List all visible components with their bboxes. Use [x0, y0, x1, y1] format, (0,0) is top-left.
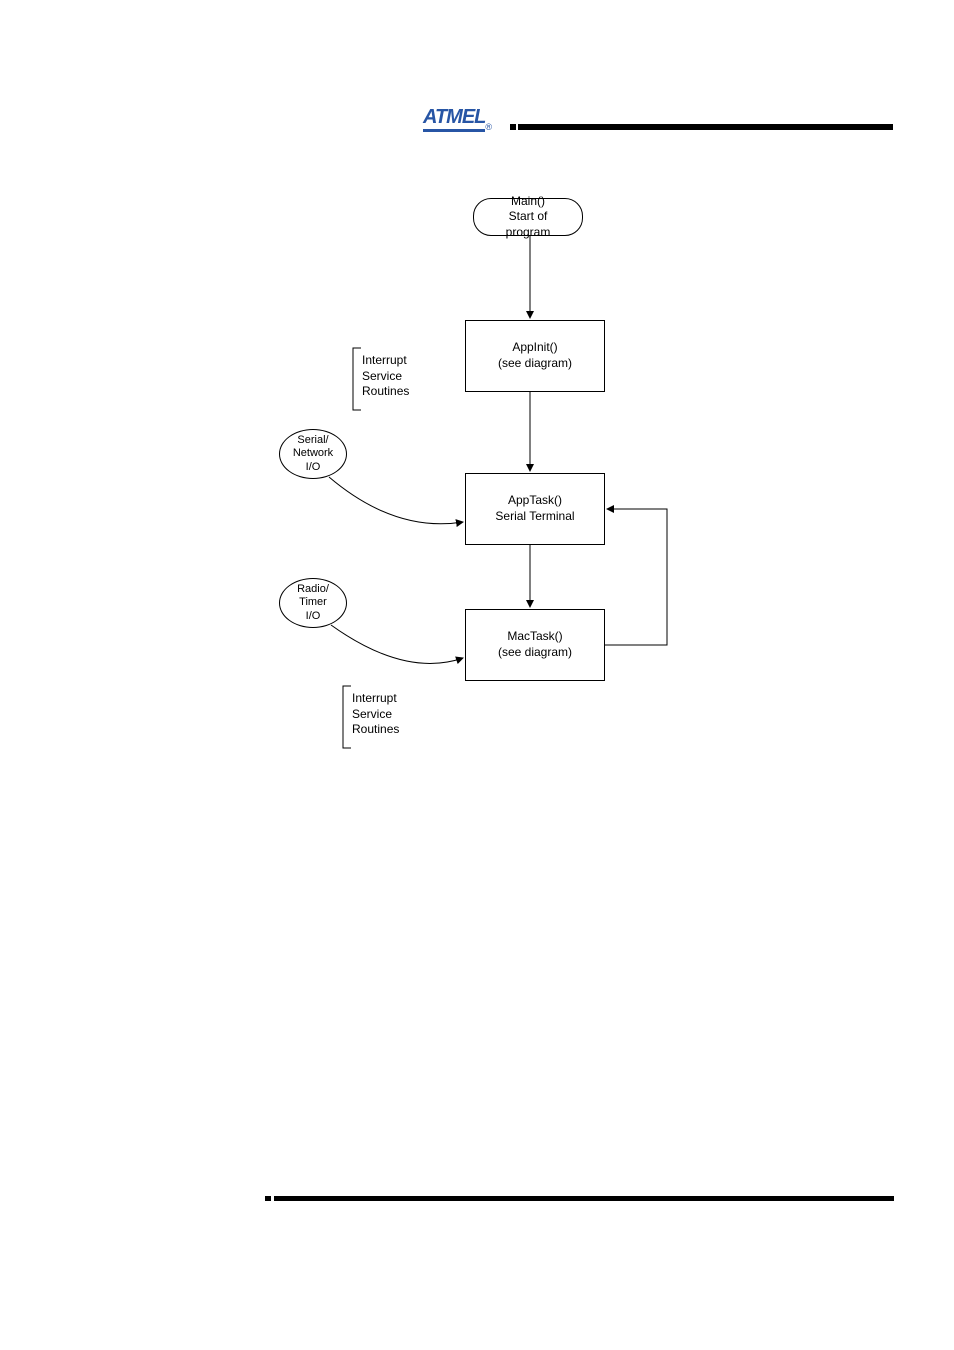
isr-bot-line3: Routines [352, 722, 399, 738]
node-radio-io-line3: I/O [306, 610, 321, 623]
isr-label-top: Interrupt Service Routines [362, 353, 409, 400]
node-mactask-line1: MacTask() [507, 629, 562, 645]
node-appinit: AppInit() (see diagram) [465, 320, 605, 392]
isr-label-bottom: Interrupt Service Routines [352, 691, 399, 738]
logo: ATMEL® [423, 96, 503, 132]
node-apptask: AppTask() Serial Terminal [465, 473, 605, 545]
footer-rule-segment [265, 1196, 271, 1201]
node-mactask-line2: (see diagram) [498, 645, 572, 661]
node-mactask: MacTask() (see diagram) [465, 609, 605, 681]
node-apptask-line2: Serial Terminal [495, 509, 574, 525]
node-serial-io: Serial/ Network I/O [279, 429, 347, 479]
node-serial-io-line1: Serial/ [297, 434, 328, 447]
isr-top-line1: Interrupt [362, 353, 409, 369]
node-serial-io-line3: I/O [306, 461, 321, 474]
node-apptask-line1: AppTask() [508, 493, 562, 509]
isr-top-line2: Service [362, 369, 409, 385]
node-appinit-line1: AppInit() [512, 340, 557, 356]
node-radio-io: Radio/ Timer I/O [279, 578, 347, 628]
isr-top-line3: Routines [362, 384, 409, 400]
node-radio-io-line1: Radio/ [297, 583, 329, 596]
footer-rule [274, 1196, 894, 1201]
header-rule-segment [510, 124, 516, 130]
logo-text: ATMEL [423, 106, 485, 132]
node-main-line1: Main() [511, 194, 545, 210]
flowchart: Main() Start of program AppInit() (see d… [275, 198, 745, 758]
isr-bot-line2: Service [352, 707, 399, 723]
isr-bot-line1: Interrupt [352, 691, 399, 707]
node-main: Main() Start of program [473, 198, 583, 236]
node-appinit-line2: (see diagram) [498, 356, 572, 372]
logo-registered: ® [485, 122, 492, 132]
header-rule [518, 124, 893, 130]
node-main-line2: Start of program [488, 209, 568, 240]
node-serial-io-line2: Network [293, 447, 333, 460]
node-radio-io-line2: Timer [299, 596, 327, 609]
